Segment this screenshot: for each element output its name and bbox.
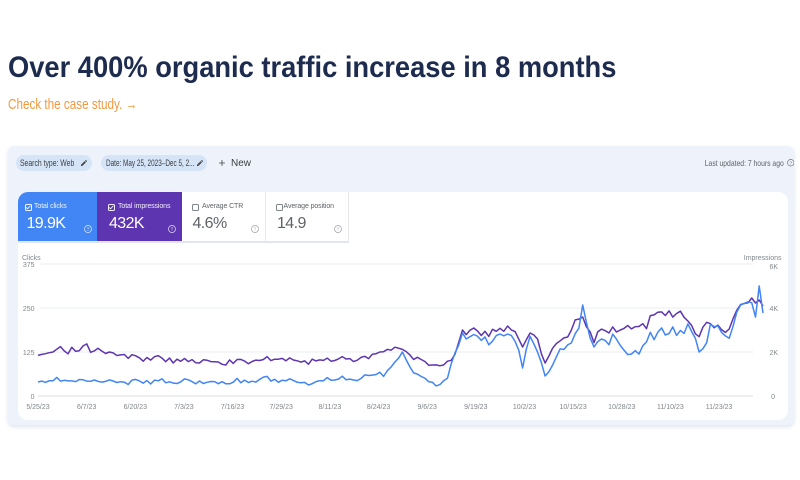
svg-text:10/28/23: 10/28/23 bbox=[608, 404, 635, 411]
svg-text:?: ? bbox=[170, 226, 173, 232]
svg-text:10/2/23: 10/2/23 bbox=[513, 404, 536, 411]
svg-text:5/25/23: 5/25/23 bbox=[26, 404, 49, 411]
svg-text:375: 375 bbox=[23, 262, 35, 269]
svg-text:?: ? bbox=[253, 226, 256, 232]
svg-text:0: 0 bbox=[31, 394, 35, 401]
svg-text:11/23/23: 11/23/23 bbox=[706, 404, 733, 411]
svg-text:7/29/23: 7/29/23 bbox=[270, 404, 293, 411]
svg-text:6/20/23: 6/20/23 bbox=[124, 404, 147, 411]
svg-text:?: ? bbox=[336, 226, 339, 232]
svg-text:Clicks: Clicks bbox=[22, 255, 41, 262]
svg-text:7/16/23: 7/16/23 bbox=[221, 404, 244, 411]
svg-text:6/7/23: 6/7/23 bbox=[77, 404, 97, 411]
svg-text:9/19/23: 9/19/23 bbox=[464, 404, 487, 411]
svg-text:9/6/23: 9/6/23 bbox=[417, 404, 437, 411]
svg-text:125: 125 bbox=[23, 350, 35, 357]
svg-text:8/11/23: 8/11/23 bbox=[318, 404, 341, 411]
svg-text:Impressions: Impressions bbox=[744, 255, 782, 262]
svg-text:0: 0 bbox=[771, 394, 775, 401]
svg-text:7/3/23: 7/3/23 bbox=[174, 404, 194, 411]
svg-text:?: ? bbox=[87, 226, 90, 232]
svg-text:6K: 6K bbox=[769, 264, 778, 271]
svg-text:8/24/23: 8/24/23 bbox=[367, 404, 390, 411]
svg-text:11/10/23: 11/10/23 bbox=[657, 404, 684, 411]
svg-text:250: 250 bbox=[23, 306, 35, 313]
svg-text:2K: 2K bbox=[769, 350, 778, 357]
svg-text:4K: 4K bbox=[769, 306, 778, 313]
svg-text:10/15/23: 10/15/23 bbox=[559, 404, 586, 411]
svg-text:?: ? bbox=[789, 161, 792, 166]
